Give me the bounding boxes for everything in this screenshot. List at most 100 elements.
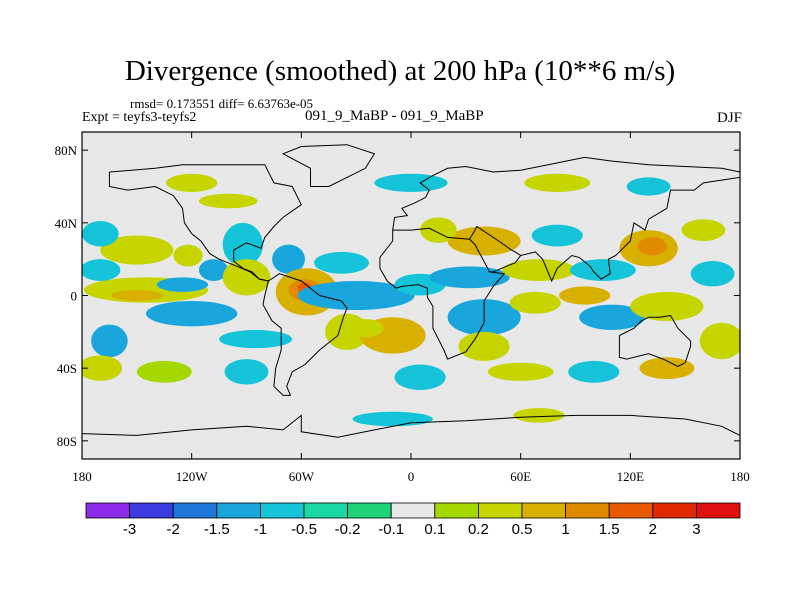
divergence-blob-1 — [111, 290, 163, 301]
y-tick-label-2: 0 — [71, 289, 78, 304]
colorbar-box-10 — [521, 502, 566, 519]
colorbar-box-1 — [129, 502, 174, 519]
divergence-blob-38 — [559, 286, 611, 305]
divergence-blob-7 — [82, 221, 119, 247]
divergence-blob-17 — [222, 259, 271, 296]
divergence-blob-51 — [166, 173, 218, 192]
colorbar-label-11: 1.5 — [599, 521, 620, 538]
divergence-blob-44 — [681, 219, 726, 242]
divergence-blob-3 — [156, 277, 209, 292]
colorbar-label-12: 2 — [649, 521, 657, 538]
experiment-label: Expt = teyfs3-teyfs2 — [82, 110, 197, 125]
y-tick-label-3: 40S — [57, 361, 77, 376]
divergence-blob-41 — [630, 291, 704, 321]
colorbar-box-7 — [390, 502, 436, 519]
colorbar-label-0: -3 — [123, 521, 136, 538]
divergence-blob-14 — [198, 193, 258, 209]
colorbar-label-4: -0.5 — [291, 521, 317, 538]
divergence-blob-23 — [314, 251, 369, 274]
divergence-blob-9 — [82, 355, 123, 381]
divergence-blob-46 — [639, 357, 695, 380]
colorbar-box-9 — [477, 502, 523, 519]
colorbar-box-14 — [696, 502, 741, 519]
coastline-7 — [520, 176, 740, 283]
season-label: DJF — [716, 110, 742, 126]
divergence-blob-54 — [513, 408, 565, 423]
colorbar: -3 -2 -1.5 -1 -0.5 -0.2 -0.1 0.1 0.2 0.5 1 1.5 2 3 — [85, 502, 741, 538]
colorbar-box-2 — [172, 502, 218, 519]
divergence-blob-35 — [509, 291, 561, 314]
divergence-blob-49 — [374, 173, 448, 192]
divergence-blob-8 — [91, 324, 128, 358]
y-tick-label-0: 80N — [55, 143, 78, 158]
colorbar-box-3 — [216, 502, 261, 519]
divergence-blob-33 — [531, 224, 583, 247]
y-tick-label-4: 80S — [57, 434, 77, 449]
coastlines — [82, 144, 740, 438]
divergence-blob-43 — [699, 322, 740, 360]
coastline-3 — [281, 144, 376, 187]
colorbar-label-6: -0.1 — [378, 521, 404, 538]
divergence-blob-52 — [626, 177, 671, 196]
coastline-4 — [392, 156, 740, 231]
coastline-1 — [108, 172, 269, 282]
colorbar-box-11 — [565, 502, 610, 519]
axis-ticks: 180 120W 60W 0 60E 120E 180 80N 40N 0 40S 80S — [55, 132, 750, 484]
stats-line: rmsd= 0.173551 diff= 6.63763e-05 — [130, 96, 314, 111]
colorbar-label-10: 1 — [561, 521, 569, 538]
colorbar-label-8: 0.2 — [468, 521, 489, 538]
x-tick-label-6: 180 — [730, 469, 750, 484]
divergence-blob-34 — [502, 259, 576, 281]
x-tick-label-4: 60E — [510, 469, 531, 484]
divergence-blob-47 — [487, 362, 554, 381]
divergence-blob-53 — [352, 411, 433, 427]
y-tick-label-1: 40N — [55, 216, 78, 231]
divergence-blob-27 — [394, 364, 446, 390]
divergence-blob-6 — [173, 244, 203, 267]
colorbar-label-3: -1 — [254, 521, 267, 538]
divergence-blob-2 — [145, 300, 238, 327]
x-tick-label-1: 120W — [176, 469, 209, 484]
divergence-blob-16 — [272, 244, 305, 274]
divergence-blob-40 — [637, 237, 667, 256]
divergence-blob-10 — [136, 360, 192, 383]
coastline-8 — [618, 314, 692, 367]
divergence-blob-4 — [82, 259, 121, 281]
colorbar-box-13 — [652, 502, 697, 519]
divergence-blob-36 — [570, 259, 636, 281]
divergence-blob-11 — [224, 359, 269, 385]
coastline-9 — [82, 414, 740, 438]
colorbar-label-9: 0.5 — [512, 521, 533, 538]
chart-title: Divergence (smoothed) at 200 hPa (10**6 … — [124, 55, 676, 87]
coastline-5 — [379, 227, 506, 360]
divergence-blob-26 — [347, 319, 384, 338]
x-tick-label-0: 180 — [72, 469, 92, 484]
divergence-blob-22 — [359, 297, 397, 309]
coastline-6 — [469, 225, 522, 273]
colorbar-label-1: -2 — [167, 521, 180, 538]
x-tick-label-5: 120E — [617, 469, 645, 484]
colorbar-box-12 — [608, 502, 654, 519]
colorbar-box-8 — [434, 502, 479, 519]
divergence-blob-5 — [100, 235, 174, 265]
colorbar-box-4 — [259, 502, 305, 519]
colorbar-box-6 — [347, 502, 392, 519]
divergence-blob-12 — [219, 330, 293, 349]
divergence-blob-50 — [524, 173, 591, 192]
colorbar-box-0 — [85, 502, 130, 519]
divergence-blob-13 — [198, 259, 229, 281]
divergence-blob-31 — [447, 226, 521, 256]
divergence-blob-48 — [458, 331, 510, 361]
colorbar-label-2: -1.5 — [204, 521, 230, 538]
x-tick-label-3: 0 — [408, 469, 415, 484]
divergence-blob-42 — [690, 260, 735, 287]
case-names: 091_9_MaBP - 091_9_MaBP — [305, 108, 484, 124]
colorbar-label-7: 0.1 — [424, 521, 445, 538]
colorbar-label-5: -0.2 — [335, 521, 361, 538]
colorbar-label-13: 3 — [692, 521, 700, 538]
divergence-blob-37 — [579, 304, 645, 331]
coastline-2 — [262, 273, 348, 396]
divergence-blob-32 — [420, 217, 457, 243]
x-tick-label-2: 60W — [289, 469, 315, 484]
